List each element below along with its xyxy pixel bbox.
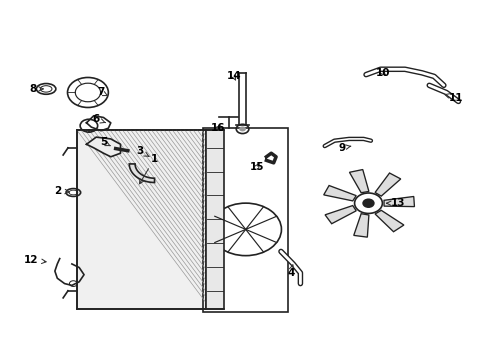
Text: 12: 12 (24, 255, 46, 265)
Polygon shape (86, 137, 120, 157)
Polygon shape (353, 214, 368, 237)
Text: 16: 16 (210, 123, 224, 133)
Circle shape (239, 126, 245, 131)
Text: 2: 2 (54, 186, 69, 196)
Bar (77, 130, 205, 309)
Text: 7: 7 (97, 87, 107, 98)
Polygon shape (374, 173, 400, 196)
Text: 11: 11 (444, 93, 462, 103)
Polygon shape (374, 210, 403, 232)
Text: 14: 14 (226, 71, 241, 81)
Polygon shape (325, 206, 355, 224)
Text: 6: 6 (92, 114, 105, 124)
Bar (203, 128, 287, 312)
Text: 5: 5 (100, 138, 110, 148)
Text: 13: 13 (386, 198, 404, 208)
Text: 10: 10 (375, 68, 389, 78)
Text: 1: 1 (139, 154, 158, 184)
Bar (205, 130, 224, 309)
Text: 9: 9 (338, 143, 350, 153)
Circle shape (363, 199, 373, 207)
Polygon shape (129, 164, 154, 183)
Polygon shape (383, 197, 414, 207)
Polygon shape (323, 185, 355, 201)
Polygon shape (349, 170, 368, 193)
Text: 3: 3 (136, 147, 149, 157)
Text: 8: 8 (29, 84, 43, 94)
Text: 4: 4 (286, 265, 294, 278)
Text: 15: 15 (249, 162, 264, 172)
